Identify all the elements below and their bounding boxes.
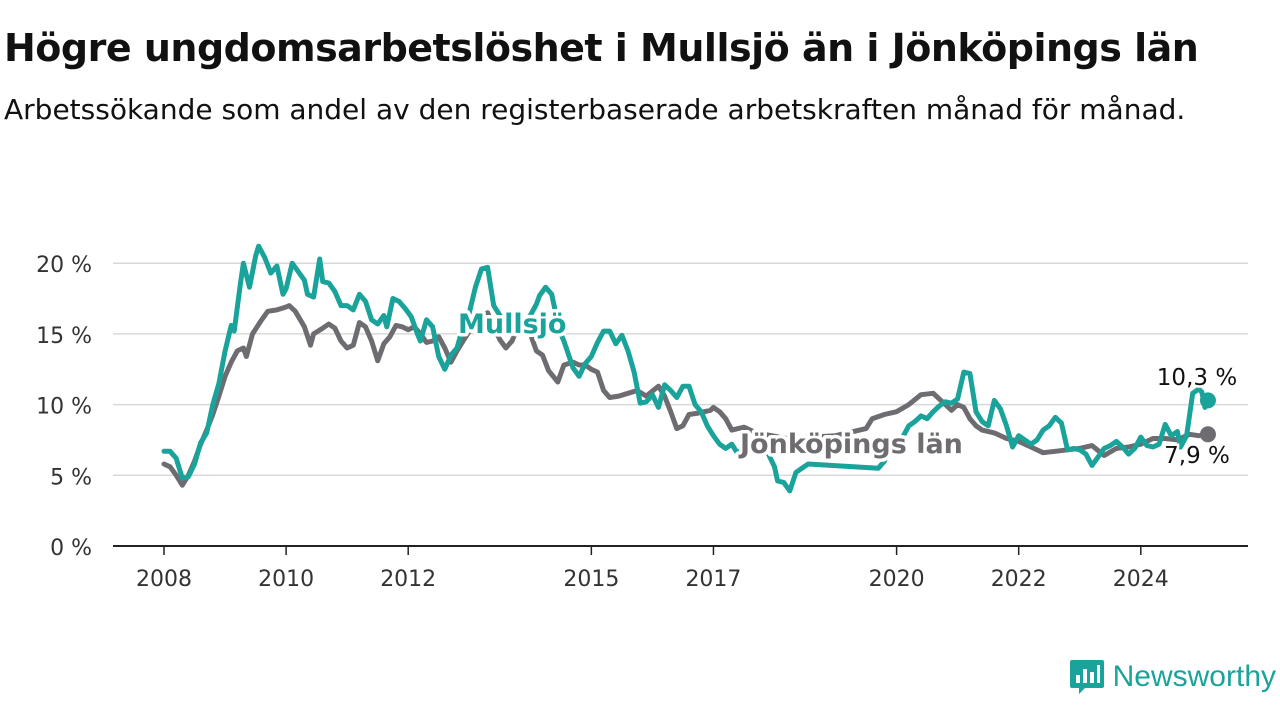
jonkopings-lan-end-value-label: 7,9 % bbox=[1164, 443, 1230, 469]
x-tick-label: 2008 bbox=[136, 567, 192, 592]
x-tick-label: 2015 bbox=[563, 567, 619, 592]
y-tick-label: 10 % bbox=[36, 395, 92, 420]
series-line-jonkopings-lan bbox=[161, 303, 1211, 488]
y-tick-label: 20 % bbox=[36, 253, 92, 278]
chart-title: Högre ungdomsarbetslöshet i Mullsjö än i… bbox=[4, 26, 1199, 70]
newsworthy-chart-icon bbox=[1069, 660, 1104, 694]
series-label-mullsjo: Mullsjö bbox=[458, 309, 566, 340]
x-tick-label: 2010 bbox=[258, 567, 314, 592]
x-tick-label: 2024 bbox=[1113, 567, 1169, 592]
newsworthy-brand: Newsworthy bbox=[1069, 658, 1276, 696]
x-tick-label: 2017 bbox=[685, 567, 741, 592]
y-tick-label: 0 % bbox=[50, 536, 92, 561]
x-tick-label: 2020 bbox=[869, 567, 925, 592]
mullsjo-end-point bbox=[1199, 392, 1216, 409]
x-tick-label: 2012 bbox=[380, 567, 436, 592]
y-tick-label: 5 % bbox=[50, 465, 92, 490]
x-tick-label: 2022 bbox=[991, 567, 1047, 592]
mullsjo-end-value-label: 10,3 % bbox=[1157, 365, 1237, 391]
chart-subtitle: Arbetssökande som andel av den registerb… bbox=[4, 93, 1186, 126]
y-tick-label: 15 % bbox=[36, 324, 92, 349]
jonkopings-lan-end-point bbox=[1199, 426, 1216, 443]
brand-name: Newsworthy bbox=[1112, 660, 1276, 693]
series-line-mullsjo bbox=[161, 243, 1211, 494]
series-label-jonkopings-lan: Jönköpings län bbox=[738, 429, 963, 460]
